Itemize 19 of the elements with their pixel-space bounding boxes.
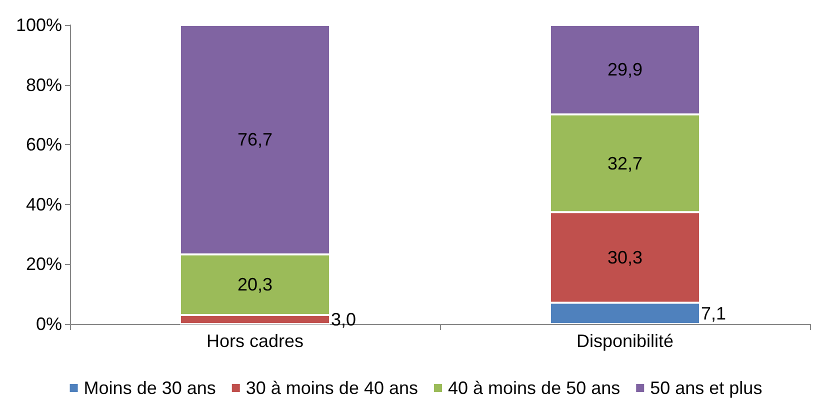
legend-label: Moins de 30 ans	[84, 378, 216, 398]
legend-label: 40 à moins de 50 ans	[448, 378, 620, 398]
legend-label: 50 ans et plus	[650, 378, 762, 398]
y-tick-label: 80%	[26, 74, 62, 95]
data-label: 32,7	[607, 153, 643, 174]
data-label: 30,3	[607, 247, 643, 268]
x-tick-label: Disponibilité	[576, 331, 674, 351]
y-tick-label: 40%	[26, 194, 62, 214]
legend-label: 30 à moins de 40 ans	[246, 378, 418, 398]
y-tick-label: 0%	[36, 314, 62, 334]
data-label: 3,0	[331, 310, 356, 330]
y-tick-label: 20%	[26, 254, 62, 274]
x-tick-label: Hors cadres	[206, 331, 304, 351]
data-label: 76,7	[237, 130, 273, 150]
data-label: 29,9	[607, 60, 643, 80]
data-label: 20,3	[237, 274, 273, 295]
y-tick-label: 100%	[16, 15, 62, 35]
y-tick-label: 60%	[26, 134, 62, 155]
data-label: 7,1	[701, 303, 726, 324]
